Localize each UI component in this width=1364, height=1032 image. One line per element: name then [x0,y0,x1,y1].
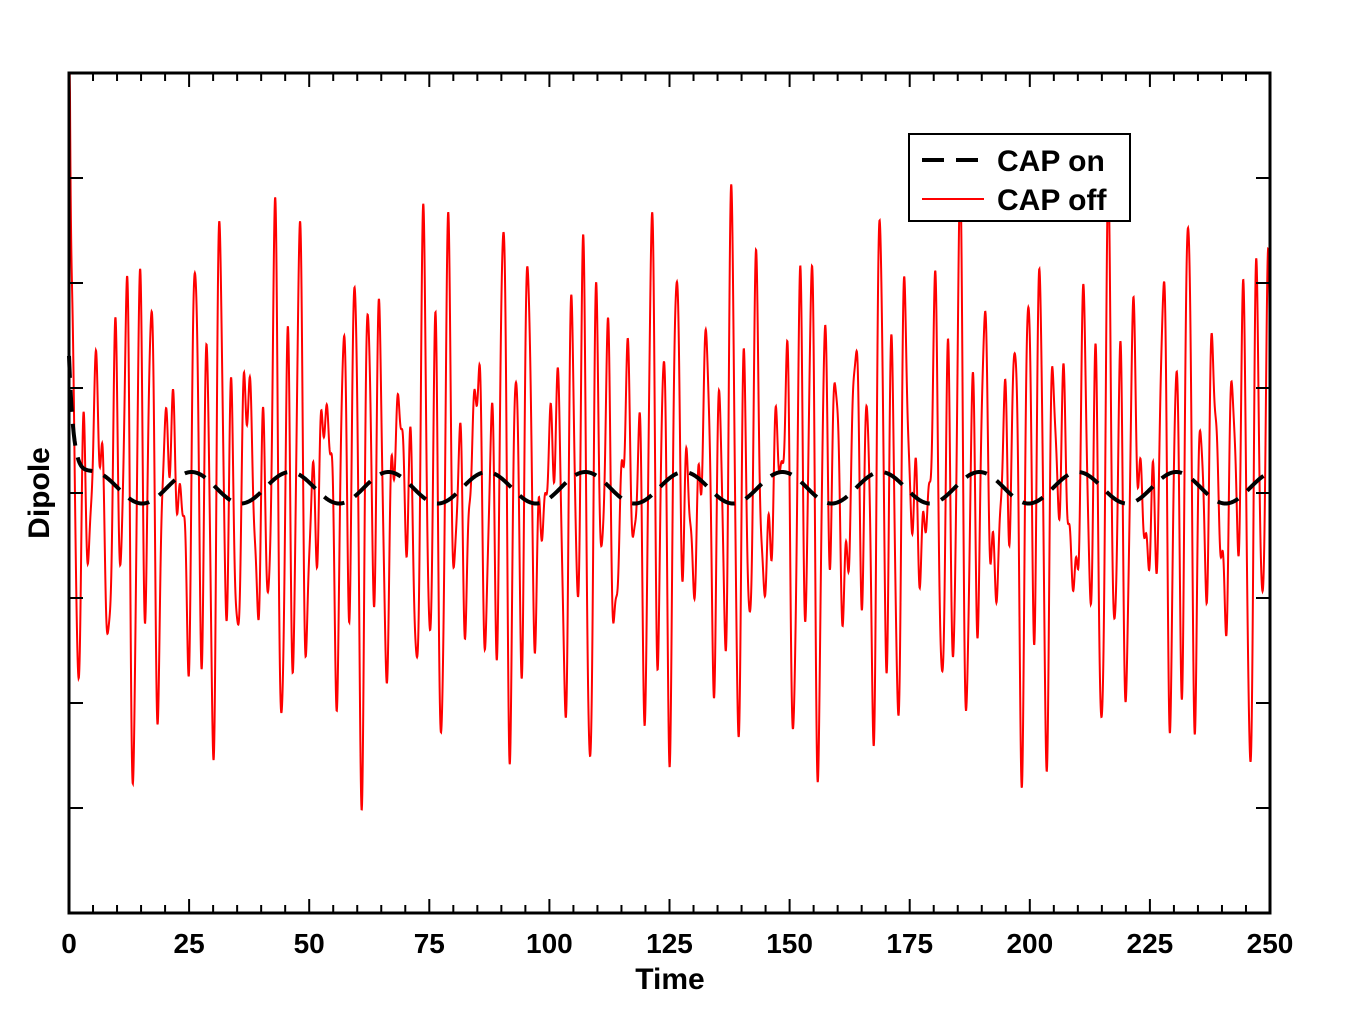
x-tick-label: 125 [646,928,693,959]
legend: CAP on CAP off [908,133,1131,222]
x-tick-label: 50 [294,928,325,959]
series-cap-off [68,72,1271,811]
y-axis-title: Dipole [23,447,56,539]
ticks-layer [68,72,1271,914]
legend-box [908,133,1131,222]
x-tick-labels: 0 25 50 75 100 125 150 175 200 225 250 [61,928,1293,959]
legend-label-cap-on: CAP on [997,145,1105,178]
legend-label-cap-off: CAP off [997,184,1107,217]
x-tick-label: 25 [174,928,205,959]
x-tick-label: 225 [1127,928,1174,959]
series-layer [67,72,1271,811]
x-tick-label: 250 [1247,928,1294,959]
x-tick-label: 200 [1006,928,1053,959]
x-tick-label: 100 [526,928,573,959]
x-tick-label: 0 [61,928,77,959]
x-tick-label: 75 [414,928,445,959]
x-tick-label: 175 [886,928,933,959]
series-cap-on [67,355,1271,506]
x-axis-title: Time [635,963,704,996]
x-tick-label: 150 [766,928,813,959]
